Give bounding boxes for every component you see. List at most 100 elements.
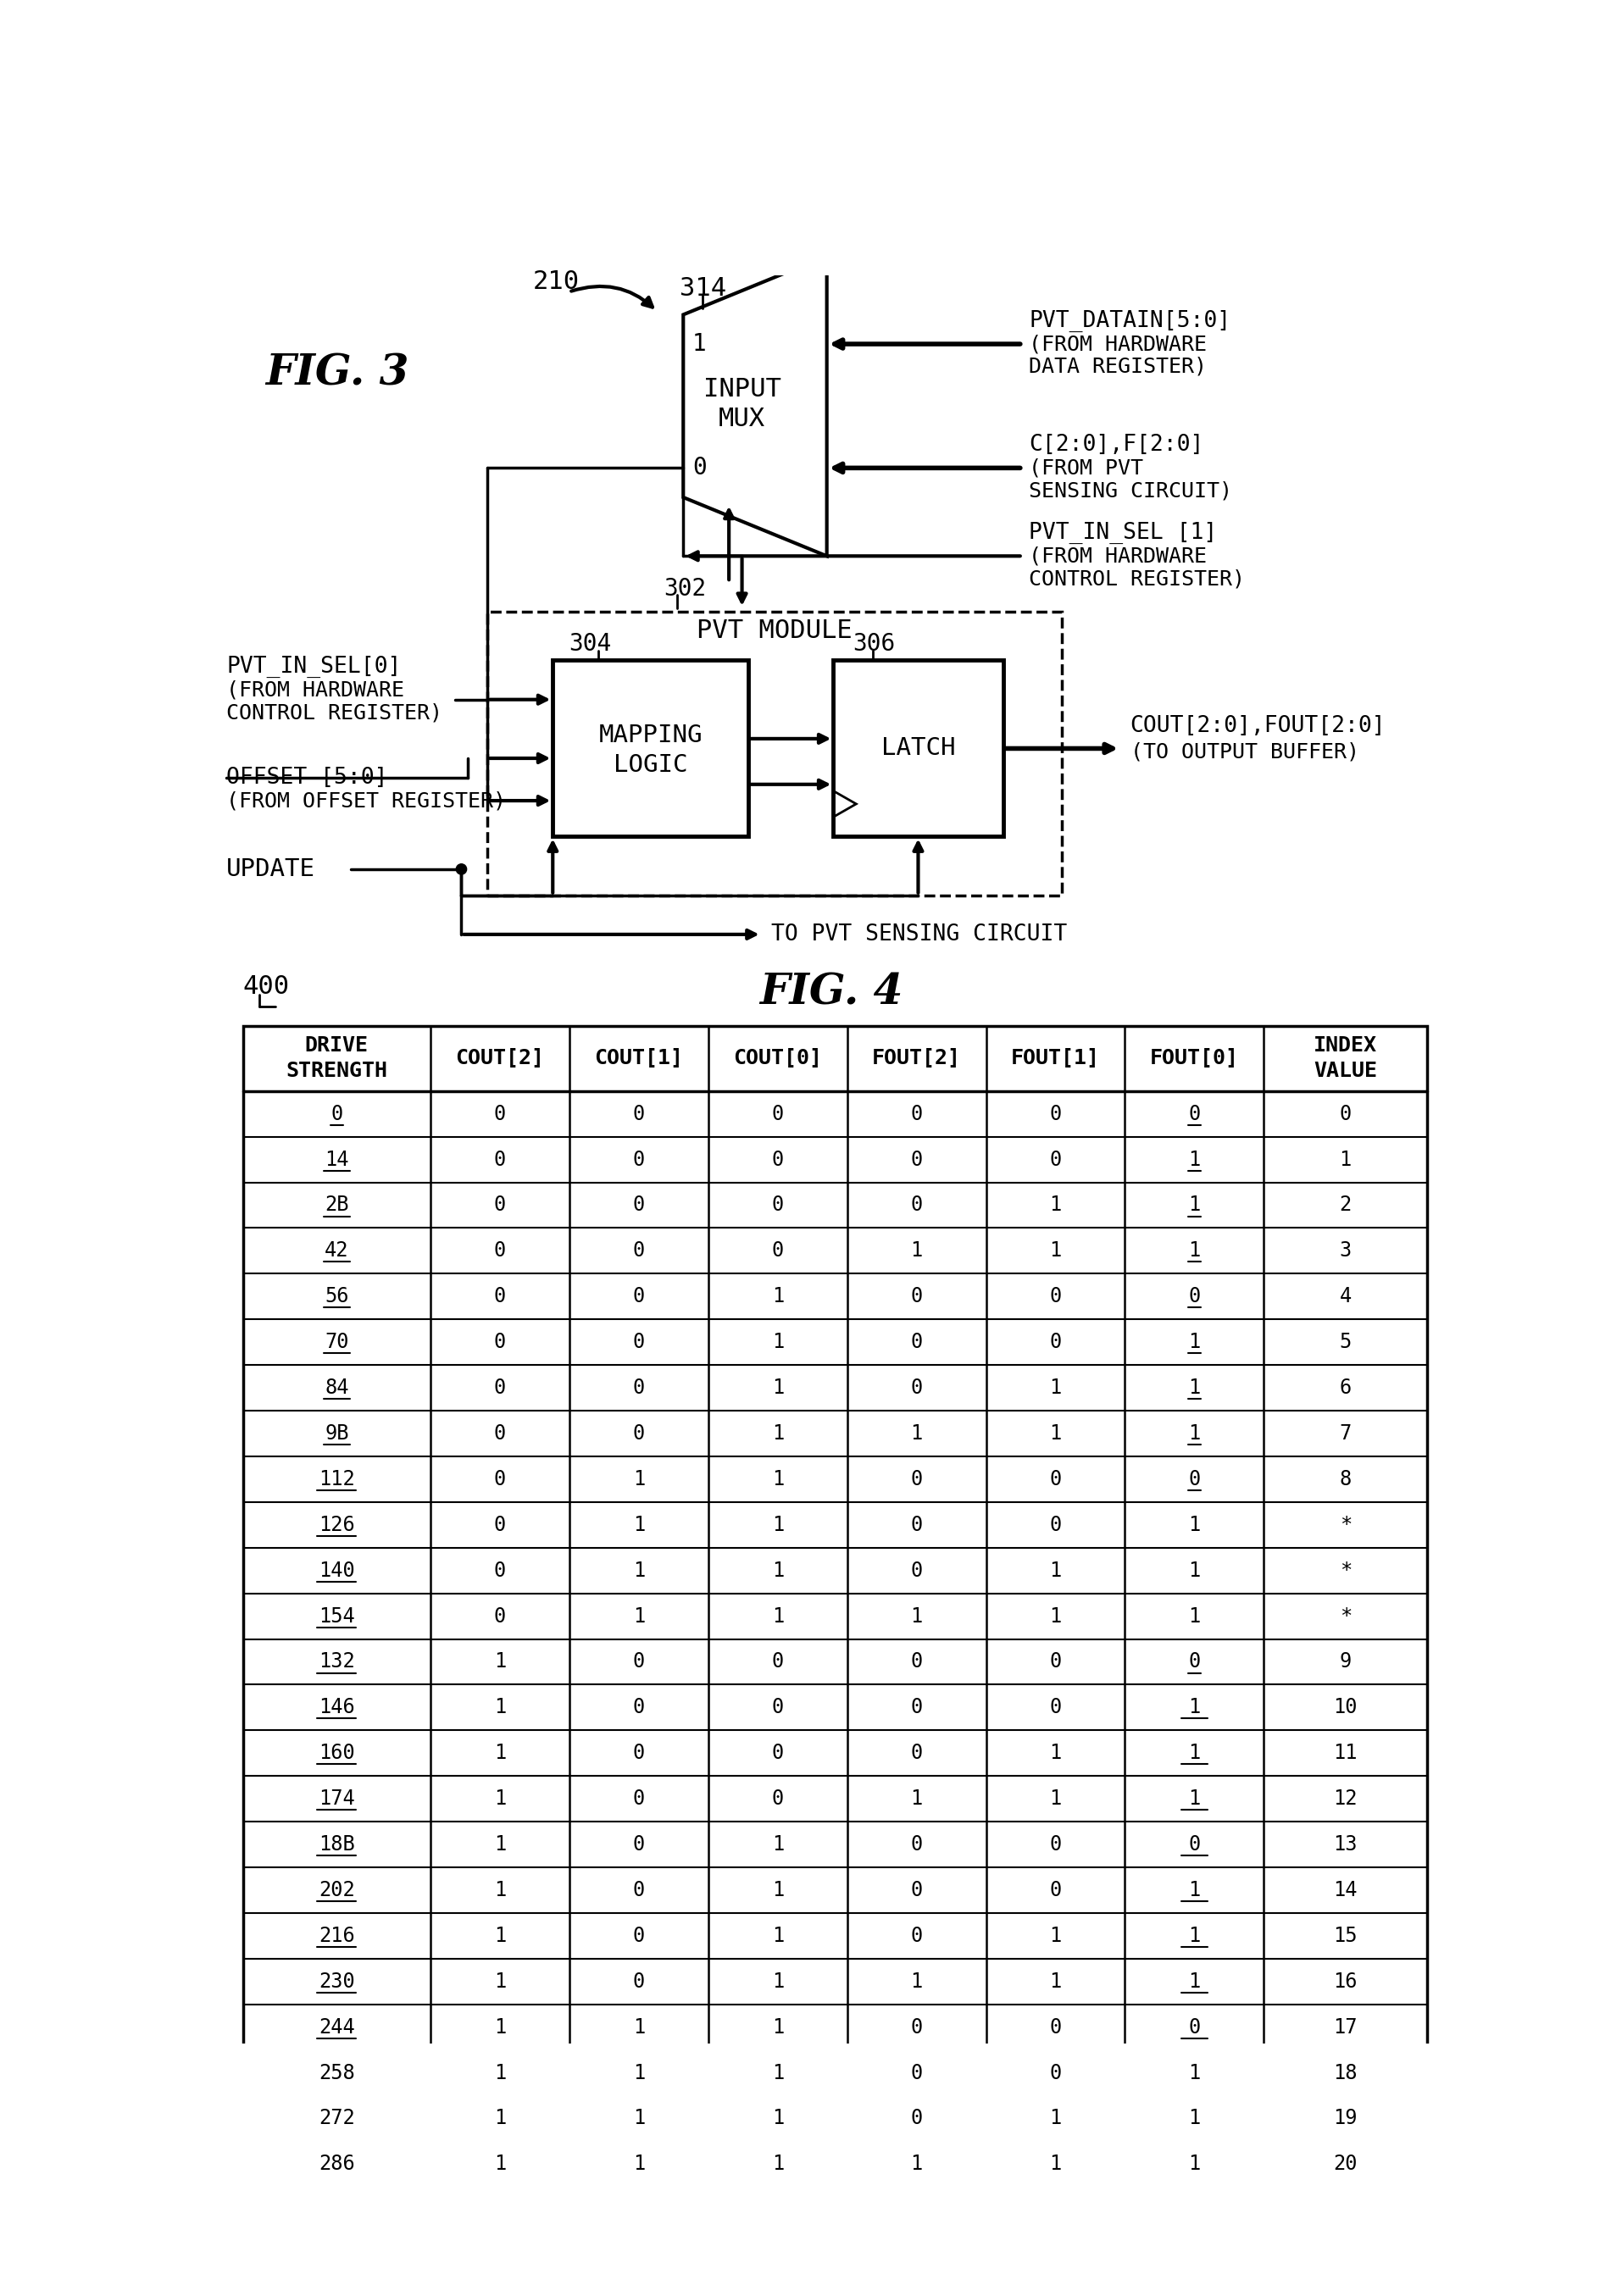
Text: 1: 1 <box>772 2108 783 2128</box>
Text: 1: 1 <box>1187 1515 1200 1536</box>
Text: 1: 1 <box>1049 1743 1061 1763</box>
Text: DRIVE
STRENGTH: DRIVE STRENGTH <box>285 1035 388 1081</box>
Text: 11: 11 <box>1333 1743 1358 1763</box>
Text: 0: 0 <box>1049 1150 1061 1169</box>
Text: 1: 1 <box>1187 1605 1200 1626</box>
Text: 0: 0 <box>910 1651 923 1671</box>
Text: 1: 1 <box>1187 1332 1200 1352</box>
Text: (FROM PVT: (FROM PVT <box>1028 457 1144 478</box>
Text: 0: 0 <box>1049 1835 1061 1855</box>
Text: 15: 15 <box>1333 1926 1358 1947</box>
Text: (FROM HARDWARE: (FROM HARDWARE <box>227 680 404 700</box>
Text: DATA REGISTER): DATA REGISTER) <box>1028 356 1207 377</box>
Bar <box>834 661 1002 836</box>
Text: 1: 1 <box>1187 1240 1200 1261</box>
Text: 0: 0 <box>633 1926 644 1947</box>
Text: 1: 1 <box>633 2108 644 2128</box>
Text: 5: 5 <box>1338 1332 1351 1352</box>
Text: 0: 0 <box>633 1104 644 1125</box>
Text: 0: 0 <box>1049 1469 1061 1490</box>
Text: 0: 0 <box>633 1150 644 1169</box>
Text: 126: 126 <box>318 1515 355 1536</box>
Text: 1: 1 <box>1187 1880 1200 1901</box>
Text: 1: 1 <box>633 1561 644 1580</box>
Text: 70: 70 <box>324 1332 349 1352</box>
Text: 0: 0 <box>910 1150 923 1169</box>
Bar <box>243 1026 1426 2188</box>
Text: *: * <box>1338 1561 1351 1580</box>
Text: UPDATE: UPDATE <box>227 856 315 882</box>
Text: 1: 1 <box>910 1972 923 1991</box>
Text: 20: 20 <box>1333 2154 1358 2174</box>
Text: 1: 1 <box>1049 2154 1061 2174</box>
Text: 18B: 18B <box>318 1835 355 1855</box>
Text: 0: 0 <box>1049 1880 1061 1901</box>
Text: 210: 210 <box>534 269 579 294</box>
Text: 9B: 9B <box>324 1424 349 1444</box>
Text: 1: 1 <box>1338 1150 1351 1169</box>
Text: 0: 0 <box>633 1835 644 1855</box>
Text: 0: 0 <box>493 1378 506 1398</box>
Text: 0: 0 <box>493 1332 506 1352</box>
Text: 1: 1 <box>1049 1972 1061 1991</box>
Bar <box>487 611 1061 895</box>
Circle shape <box>456 863 467 875</box>
Text: (FROM OFFSET REGISTER): (FROM OFFSET REGISTER) <box>227 790 506 810</box>
Text: 1: 1 <box>493 1651 506 1671</box>
Text: 1: 1 <box>493 1880 506 1901</box>
Text: FOUT[0]: FOUT[0] <box>1150 1049 1238 1068</box>
Text: 0: 0 <box>633 1240 644 1261</box>
Text: 0: 0 <box>1187 2016 1200 2037</box>
Text: 0: 0 <box>1049 1332 1061 1352</box>
Text: 0: 0 <box>1187 1104 1200 1125</box>
Text: 302: 302 <box>663 576 706 602</box>
Text: 1: 1 <box>1187 2154 1200 2174</box>
Text: 1: 1 <box>910 1605 923 1626</box>
Text: 8: 8 <box>1338 1469 1351 1490</box>
Text: 0: 0 <box>633 1332 644 1352</box>
Text: 0: 0 <box>633 1378 644 1398</box>
Text: 1: 1 <box>1049 1605 1061 1626</box>
Text: CONTROL REGISTER): CONTROL REGISTER) <box>1028 569 1244 590</box>
Text: 0: 0 <box>772 1150 783 1169</box>
Text: 1: 1 <box>493 2062 506 2082</box>
Text: 16: 16 <box>1333 1972 1358 1991</box>
Text: 1: 1 <box>1049 1789 1061 1809</box>
Text: 0: 0 <box>910 1286 923 1306</box>
Text: 0: 0 <box>493 1286 506 1306</box>
Text: 0: 0 <box>493 1515 506 1536</box>
Text: 0: 0 <box>1049 1104 1061 1125</box>
Text: 1: 1 <box>1049 1561 1061 1580</box>
Text: 1: 1 <box>772 2062 783 2082</box>
Text: (FROM HARDWARE: (FROM HARDWARE <box>1028 546 1207 567</box>
Text: 1: 1 <box>1187 1972 1200 1991</box>
Text: 1: 1 <box>633 1605 644 1626</box>
Text: 0: 0 <box>633 1651 644 1671</box>
Text: 1: 1 <box>772 2154 783 2174</box>
Text: 112: 112 <box>318 1469 355 1490</box>
Text: (FROM HARDWARE: (FROM HARDWARE <box>1028 333 1207 354</box>
Text: 0: 0 <box>772 1194 783 1215</box>
Text: 1: 1 <box>772 1835 783 1855</box>
Text: 0: 0 <box>910 1835 923 1855</box>
Text: 4: 4 <box>1338 1286 1351 1306</box>
Text: 1: 1 <box>633 2062 644 2082</box>
Text: C[2:0],F[2:0]: C[2:0],F[2:0] <box>1028 434 1204 457</box>
Text: 1: 1 <box>772 1880 783 1901</box>
Text: 244: 244 <box>318 2016 355 2037</box>
Text: 0: 0 <box>493 1240 506 1261</box>
Text: 1: 1 <box>493 2108 506 2128</box>
Text: 174: 174 <box>318 1789 355 1809</box>
Text: INDEX
VALUE: INDEX VALUE <box>1312 1035 1377 1081</box>
Text: 0: 0 <box>1187 1835 1200 1855</box>
Text: 0: 0 <box>910 1926 923 1947</box>
Text: 0: 0 <box>910 2108 923 2128</box>
Text: 0: 0 <box>910 1332 923 1352</box>
Text: 0: 0 <box>633 1789 644 1809</box>
Text: TO PVT SENSING CIRCUIT: TO PVT SENSING CIRCUIT <box>770 923 1067 946</box>
Text: 1: 1 <box>772 1469 783 1490</box>
Text: PVT_IN_SEL[0]: PVT_IN_SEL[0] <box>227 657 401 677</box>
Text: 1: 1 <box>1049 1926 1061 1947</box>
Text: 84: 84 <box>324 1378 349 1398</box>
Text: 7: 7 <box>1338 1424 1351 1444</box>
